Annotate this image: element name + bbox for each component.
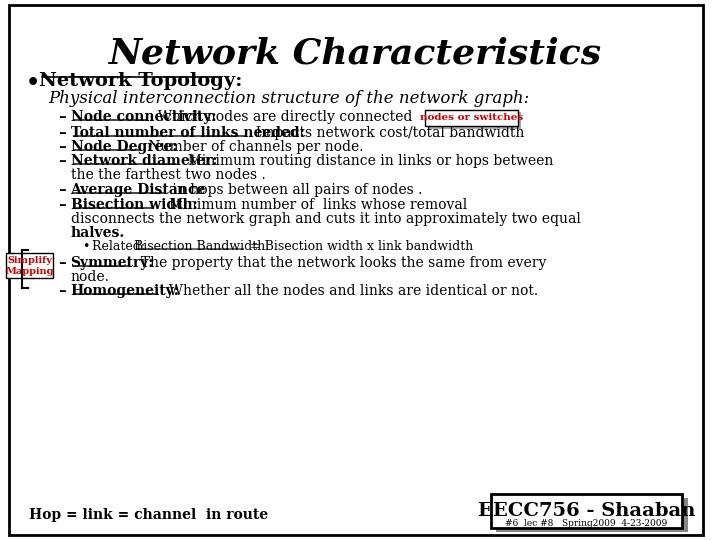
- FancyBboxPatch shape: [496, 498, 688, 532]
- Text: The property that the network looks the same from every: The property that the network looks the …: [132, 256, 546, 270]
- Text: EECC756 - Shaaban: EECC756 - Shaaban: [477, 502, 695, 520]
- Text: •: •: [82, 240, 89, 253]
- Text: Whether all the nodes and links are identical or not.: Whether all the nodes and links are iden…: [161, 284, 539, 298]
- Text: nodes or switches: nodes or switches: [420, 113, 523, 123]
- Text: Bisection Bandwidth: Bisection Bandwidth: [134, 240, 265, 253]
- Text: Homogeneity:: Homogeneity:: [71, 284, 179, 298]
- Text: –: –: [58, 154, 66, 168]
- FancyBboxPatch shape: [428, 112, 521, 129]
- Text: –: –: [58, 140, 66, 154]
- Text: Physical interconnection structure of the network graph:: Physical interconnection structure of th…: [48, 90, 529, 107]
- Text: Number of channels per node.: Number of channels per node.: [144, 140, 364, 154]
- Text: Which nodes are directly connected: Which nodes are directly connected: [148, 110, 412, 124]
- Text: Bisection width:: Bisection width:: [71, 198, 197, 212]
- Text: Hop = link = channel  in route: Hop = link = channel in route: [29, 508, 268, 522]
- Text: Symmetry:: Symmetry:: [71, 256, 154, 270]
- Text: Related:: Related:: [92, 240, 153, 253]
- Text: Average Distance: Average Distance: [71, 183, 206, 197]
- FancyBboxPatch shape: [490, 494, 682, 528]
- Text: –: –: [58, 284, 66, 298]
- Text: •: •: [26, 72, 40, 94]
- Text: –: –: [58, 198, 66, 212]
- Text: the the farthest two nodes .: the the farthest two nodes .: [71, 168, 265, 182]
- Text: Network Topology:: Network Topology:: [40, 72, 243, 90]
- Text: Simplify
Mapping: Simplify Mapping: [5, 256, 54, 276]
- Text: Node Degree:: Node Degree:: [71, 140, 177, 154]
- Text: disconnects the network graph and cuts it into approximately two equal: disconnects the network graph and cuts i…: [71, 212, 580, 226]
- FancyBboxPatch shape: [425, 110, 518, 126]
- Text: Impacts network cost/total bandwidth: Impacts network cost/total bandwidth: [248, 126, 525, 140]
- Text: –: –: [58, 183, 66, 197]
- Text: –: –: [58, 256, 66, 270]
- Text: = Bisection width x link bandwidth: = Bisection width x link bandwidth: [246, 240, 474, 253]
- Text: Total number of links needed:: Total number of links needed:: [71, 126, 305, 140]
- Text: halves.: halves.: [71, 226, 125, 240]
- Text: Minimum routing distance in links or hops between: Minimum routing distance in links or hop…: [179, 154, 554, 168]
- Text: Minimum number of  links whose removal: Minimum number of links whose removal: [156, 198, 468, 212]
- Text: in hops between all pairs of nodes .: in hops between all pairs of nodes .: [168, 183, 423, 197]
- Text: Node connectivity:: Node connectivity:: [71, 110, 216, 124]
- Text: #6  lec #8   Spring2009  4-23-2009: #6 lec #8 Spring2009 4-23-2009: [505, 519, 667, 528]
- Text: Network Characteristics: Network Characteristics: [109, 37, 603, 71]
- Text: –: –: [58, 126, 66, 140]
- FancyBboxPatch shape: [6, 253, 53, 278]
- Text: Network diameter:: Network diameter:: [71, 154, 217, 168]
- Text: node.: node.: [71, 270, 109, 284]
- Text: –: –: [58, 110, 66, 124]
- FancyBboxPatch shape: [9, 5, 703, 535]
